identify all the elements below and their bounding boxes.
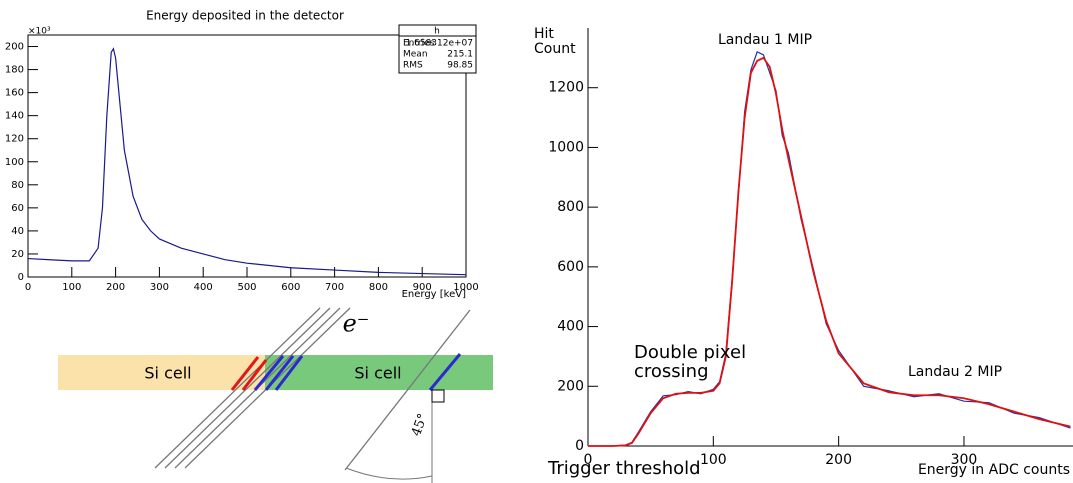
si-cell-left	[58, 355, 265, 390]
y-tick-label: 80	[11, 180, 24, 191]
y-tick-label: 120	[5, 134, 24, 145]
annotation: Landau 1 MIP	[718, 32, 812, 48]
cell-label: Si cell	[354, 364, 401, 383]
y-tick-label: 140	[5, 111, 24, 122]
red-segments	[230, 356, 268, 391]
x-axis-label: Energy [keV]	[402, 289, 467, 300]
cell-label: Si cell	[144, 364, 191, 383]
y-tick-label: 180	[5, 65, 24, 76]
x-tick-label: 100	[62, 282, 81, 293]
x-tick-label: 800	[369, 282, 388, 293]
annotation: Trigger threshold	[547, 458, 701, 479]
y-tick-label: 400	[557, 319, 584, 335]
y-tick-label: 160	[5, 88, 24, 99]
x-tick-label: 200	[825, 452, 852, 468]
blue-segments	[253, 353, 462, 391]
x-tick-label: 0	[584, 452, 593, 468]
angle-label: 45°	[409, 412, 431, 439]
series-line	[588, 51, 1071, 447]
x-tick-label: 200	[106, 282, 125, 293]
angle-arc	[345, 467, 433, 480]
x-tick-label: 700	[325, 282, 344, 293]
chart-title: Energy deposited in the detector	[146, 9, 344, 23]
x-tick-label: 400	[194, 282, 213, 293]
stats-value: 1.658312e+07	[406, 39, 473, 49]
y-tick-label: 200	[5, 42, 24, 53]
stats-key: Mean	[403, 50, 428, 60]
x-axis-label: Energy in ADC counts	[918, 462, 1070, 478]
y-axis-label: Hit Count	[534, 26, 576, 57]
y-tick-label: 100	[5, 157, 24, 168]
stats-value: 98.85	[447, 61, 473, 71]
x-tick-label: 300	[951, 452, 978, 468]
stats-key: RMS	[403, 61, 423, 71]
stats-value: 215.1	[447, 50, 473, 60]
series-line	[588, 56, 1071, 447]
y-tick-label: 0	[575, 438, 584, 454]
x-tick-label: 600	[281, 282, 300, 293]
y-tick-label: 800	[557, 199, 584, 215]
y-tick-label: 60	[11, 203, 24, 214]
y-tick-label: 1200	[548, 80, 584, 96]
stats-box	[398, 24, 477, 74]
series-line	[27, 47, 467, 276]
y-tick-label: 1000	[548, 139, 584, 155]
electron-label: e⁻	[343, 310, 370, 338]
y-tick-label: 40	[11, 226, 24, 237]
x-tick-label: 0	[25, 282, 31, 293]
y-tick-label: 0	[18, 272, 24, 283]
x-tick-label: 100	[700, 452, 727, 468]
annotation: Landau 2 MIP	[908, 364, 1002, 380]
y-tick-label: 20	[11, 249, 24, 260]
y-tick-label: 200	[557, 378, 584, 394]
y-multiplier: ×10³	[28, 27, 51, 37]
stats-key: Entries	[403, 39, 435, 49]
x-tick-label: 500	[237, 282, 256, 293]
stats-title: h	[434, 27, 440, 37]
right-angle	[431, 389, 445, 403]
x-tick-label: 900	[413, 282, 432, 293]
y-tick-label: 600	[557, 259, 584, 275]
x-tick-label: 1000	[453, 282, 478, 293]
x-tick-label: 300	[150, 282, 169, 293]
annotation: Double pixel crossing	[634, 342, 747, 382]
